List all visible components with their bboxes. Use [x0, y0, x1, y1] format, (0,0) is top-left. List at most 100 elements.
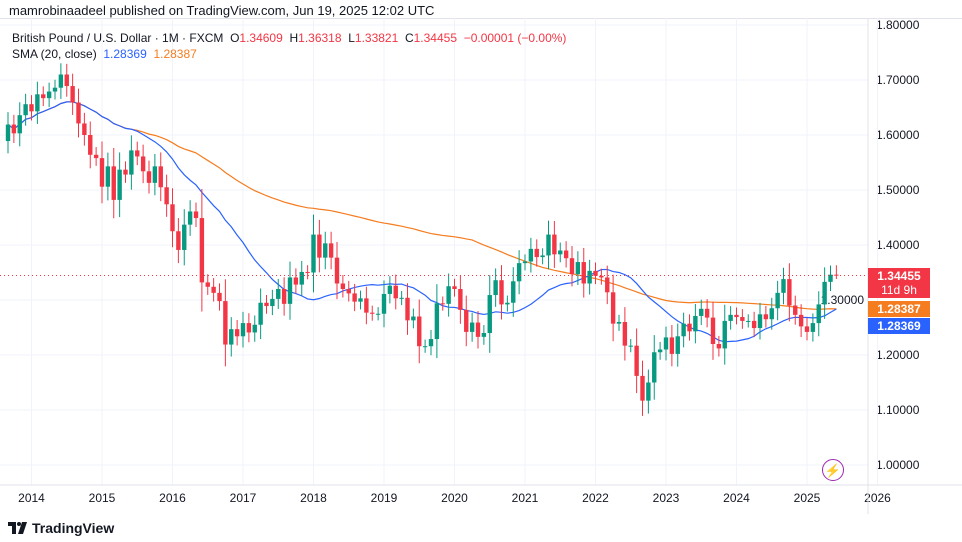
- x-tick-label: 2022: [582, 491, 609, 505]
- x-tick-label: 2026: [864, 491, 891, 505]
- candle-body: [546, 234, 551, 256]
- countdown: 11d 9h: [881, 283, 917, 297]
- candle-body: [5, 124, 11, 142]
- candle-body: [123, 169, 128, 175]
- candle-body: [793, 305, 798, 315]
- candle-body: [828, 274, 833, 282]
- candle-body: [93, 154, 99, 159]
- candle-body: [751, 320, 757, 329]
- candle-body: [52, 87, 58, 92]
- candle-body: [88, 135, 93, 155]
- candle-body: [317, 234, 322, 258]
- candle-body: [140, 156, 146, 172]
- candle-body: [405, 297, 410, 321]
- x-tick-label: 2018: [300, 491, 327, 505]
- candle-body: [616, 322, 622, 324]
- chart-frame[interactable]: [0, 18, 962, 515]
- candle-body: [182, 224, 187, 250]
- candle-body: [176, 231, 181, 250]
- candle-body: [352, 293, 357, 302]
- candle-body: [223, 301, 228, 345]
- change-value: −0.00001 (−0.00%): [463, 31, 567, 45]
- sma-blue-price-label: 1.28369: [868, 318, 930, 334]
- candle-body: [722, 320, 727, 349]
- x-tick-label: 2014: [18, 491, 45, 505]
- candle-body: [258, 302, 263, 325]
- candle-body: [675, 336, 680, 354]
- candle-body: [663, 337, 669, 350]
- candle-body: [35, 94, 40, 112]
- candle-body: [693, 315, 698, 332]
- candle-body: [29, 104, 34, 112]
- candle-body: [487, 295, 492, 333]
- candle-body: [552, 234, 557, 255]
- y-tick-label: 1.10000: [876, 403, 920, 417]
- candle-body: [199, 218, 205, 283]
- candle-body: [99, 158, 105, 187]
- candle-body: [652, 352, 657, 383]
- x-tick-label: 2015: [89, 491, 116, 505]
- candle-body: [458, 289, 463, 310]
- close-value: 1.34455: [413, 31, 458, 45]
- candle-body: [593, 270, 598, 276]
- candle-body: [364, 298, 369, 313]
- candle-body: [610, 292, 616, 324]
- x-tick-label: 2021: [512, 491, 539, 505]
- y-tick-label: 1.50000: [876, 183, 920, 197]
- candle-body: [305, 271, 310, 273]
- y-tick-label: 1.80000: [876, 18, 920, 32]
- sma-legend[interactable]: SMA (20, close) 1.28369 1.28387: [12, 47, 197, 61]
- candle-body: [516, 263, 522, 282]
- candle-body: [716, 344, 722, 349]
- candle-body: [370, 312, 375, 314]
- y-tick-label: 1.00000: [876, 458, 920, 472]
- candle-body: [599, 275, 604, 278]
- candle-body: [822, 281, 827, 305]
- candle-body: [605, 277, 610, 293]
- candle-body: [411, 316, 416, 321]
- candle-body: [240, 323, 246, 337]
- close-label: C: [404, 31, 414, 45]
- candle-body: [575, 262, 581, 275]
- candle-body: [111, 166, 116, 200]
- candle-body: [563, 250, 569, 259]
- sma-label: SMA (20, close): [12, 47, 97, 61]
- candle-body: [757, 314, 763, 329]
- tv-logo-icon: [8, 522, 27, 534]
- publisher-line: mamrobinaadeel published on TradingView.…: [9, 3, 435, 18]
- candle-body: [135, 150, 140, 157]
- lightning-icon[interactable]: ⚡: [822, 459, 844, 481]
- tradingview-logo[interactable]: TradingView: [8, 520, 114, 536]
- candle-body: [270, 298, 275, 307]
- open-label: O: [230, 31, 240, 45]
- high-value: 1.36318: [298, 31, 342, 45]
- candle-body: [387, 285, 393, 294]
- sma-blue-value: 1.28369: [103, 47, 147, 61]
- x-tick-label: 2023: [653, 491, 680, 505]
- candle-body: [17, 115, 22, 134]
- x-tick-label: 2017: [230, 491, 257, 505]
- candle-body: [798, 314, 804, 327]
- candle-body: [699, 308, 704, 316]
- candle-body: [211, 286, 216, 293]
- x-tick-label: 2024: [723, 491, 750, 505]
- low-value: 1.33821: [354, 31, 399, 45]
- candle-body: [276, 289, 281, 299]
- candle-body: [229, 329, 234, 345]
- candle-body: [687, 323, 692, 332]
- y-tick-label: 1.30000: [821, 293, 865, 307]
- candle-body: [311, 234, 316, 273]
- candle-body: [434, 303, 440, 340]
- candle-body: [417, 316, 422, 347]
- candle-body: [628, 345, 633, 347]
- candle-body: [334, 257, 340, 284]
- candle-body: [346, 289, 351, 294]
- candle-body: [528, 248, 534, 262]
- candle-body: [105, 166, 111, 187]
- candle-body: [511, 281, 516, 303]
- y-tick-label: 1.20000: [876, 348, 920, 362]
- candle-body: [287, 277, 293, 304]
- sma-orange-value: 1.28387: [153, 47, 197, 61]
- candle-body: [328, 243, 334, 258]
